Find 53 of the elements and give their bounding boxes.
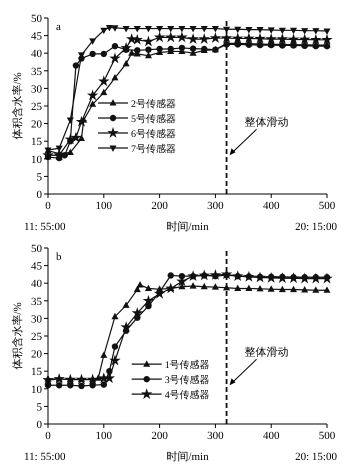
y-tick-label: 5 [36, 401, 42, 414]
y-tick-label: 10 [31, 154, 42, 166]
x-tick-label: 0 [45, 430, 52, 442]
x-axis-title: 时间/min [166, 450, 210, 463]
y-tick-label: 50 [31, 13, 42, 25]
annotation: 整体滑动 [244, 116, 289, 128]
y-axis-title: 体积含水率/% [11, 302, 24, 370]
annotation: b [56, 251, 62, 263]
y-tick-label: 5 [36, 171, 42, 184]
x-tick-label: 400 [262, 200, 280, 212]
y-tick-label: 35 [31, 66, 42, 78]
x-tick-label: 200 [151, 430, 168, 442]
y-axis-title: 体积含水率/% [11, 72, 24, 140]
text: 20: 15:00 [295, 451, 338, 463]
x-tick-label: 200 [151, 200, 168, 212]
x-tick-label: 0 [45, 200, 52, 212]
y-tick-label: 25 [31, 101, 42, 113]
y-tick-label: 20 [31, 118, 42, 131]
x-tick-label: 300 [207, 200, 224, 212]
y-tick-label: 0 [36, 419, 42, 431]
x-tick-label: 100 [96, 200, 113, 212]
y-tick-label: 25 [31, 331, 42, 343]
y-tick-label: 10 [31, 384, 42, 396]
y-tick-label: 35 [31, 296, 42, 308]
x-tick-label: 400 [262, 430, 280, 442]
annotation: 整体滑动 [244, 346, 289, 358]
legend-label: 5号传感器 [131, 113, 176, 125]
legend-label: 7号传感器 [131, 143, 176, 155]
y-tick-label: 20 [31, 348, 42, 361]
y-tick-label: 50 [31, 243, 42, 255]
x-tick-label: 100 [96, 430, 113, 442]
legend-label: 2号传感器 [131, 98, 176, 110]
y-tick-label: 40 [31, 48, 42, 60]
y-tick-label: 30 [31, 83, 42, 96]
y-tick-label: 40 [31, 278, 42, 290]
text: 11: 55:00 [24, 451, 66, 463]
y-tick-label: 30 [31, 313, 42, 326]
y-tick-label: 45 [31, 30, 42, 43]
annotation: a [56, 21, 61, 33]
y-tick-label: 15 [31, 136, 42, 148]
legend-label: 4号传感器 [164, 389, 210, 402]
text: 11: 55:00 [24, 221, 66, 233]
x-axis-title: 时间/min [166, 220, 210, 233]
y-tick-label: 15 [31, 366, 42, 378]
legend-label: 3号传感器 [164, 374, 210, 386]
legend-label: 6号传感器 [131, 128, 176, 140]
x-tick-label: 500 [318, 200, 336, 212]
legend-label: 1号传感器 [164, 359, 210, 372]
y-tick-label: 45 [31, 260, 42, 273]
x-tick-label: 500 [318, 430, 336, 442]
text: 20: 15:00 [295, 221, 338, 233]
y-tick-label: 0 [36, 189, 42, 201]
x-tick-label: 300 [207, 430, 224, 442]
